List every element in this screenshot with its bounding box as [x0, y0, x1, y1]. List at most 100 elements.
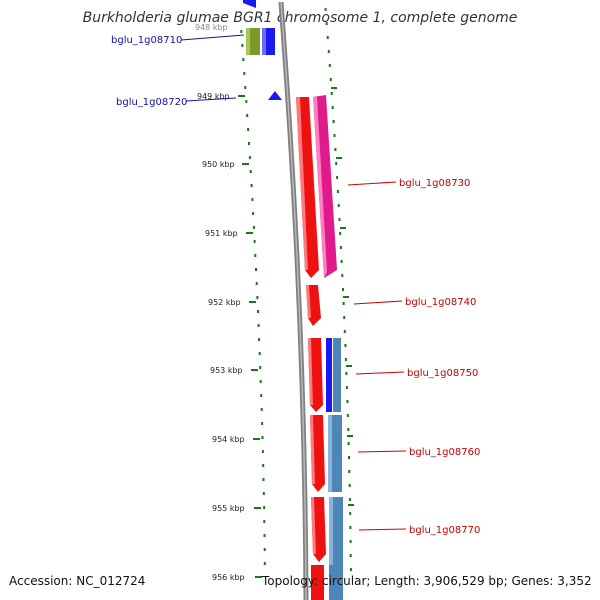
tick-dot [243, 72, 246, 75]
tick-dot [251, 198, 254, 201]
topology-text: Topology: circular; Length: 3,906,529 bp… [262, 574, 592, 588]
gene-feature-bglu_1g08760 [310, 415, 342, 492]
tick-dot [346, 400, 349, 403]
tick-dot [262, 492, 265, 495]
tick-dot [340, 260, 343, 263]
tick-dot [344, 358, 347, 361]
tick-dot [349, 512, 352, 515]
gene-feature-partial-bottom [311, 565, 343, 600]
scale-tick-label: 954 kbp [212, 435, 245, 444]
gene-label-bglu_1g08720[interactable]: bglu_1g08720 [116, 97, 237, 108]
tick-dot [349, 526, 352, 529]
tick-dot [333, 134, 336, 137]
gene-label-text[interactable]: bglu_1g08710 [111, 35, 182, 46]
tick-dot [258, 352, 261, 355]
scale-axis: 949 kbp 950 kbp 951 kbp 952 kbp 953 kbp … [197, 92, 262, 582]
tick-dot [327, 50, 330, 53]
tick-dot [341, 274, 344, 277]
scale-tick-label: 955 kbp [212, 504, 245, 513]
tick-dot [257, 324, 260, 327]
tick-dot [257, 310, 259, 313]
tick-dot [256, 296, 259, 299]
tick-dot [345, 372, 348, 375]
gene-feature-bglu_1g08750 [308, 338, 341, 412]
gene-label-text[interactable]: bglu_1g08760 [409, 447, 480, 458]
tick-dot [349, 540, 352, 543]
tick-dot [334, 148, 337, 151]
gene-feature-bglu_1g08770 [311, 497, 343, 565]
gene-feature-bglu_1g08740 [306, 285, 321, 326]
tick-dot [263, 534, 266, 537]
tick-dot [260, 408, 263, 411]
tick-dot [241, 44, 244, 47]
tick-dot [349, 568, 352, 571]
scale-tick-951: 951 kbp [205, 229, 253, 238]
scale-tick-label: 956 kbp [212, 573, 245, 582]
tick-dot [244, 86, 247, 89]
tick-dot [242, 58, 245, 61]
tick-dots-left [240, 30, 266, 565]
tick-dot [259, 366, 262, 369]
tick-dot [240, 30, 243, 33]
tick-dot [330, 92, 333, 95]
tick-dot [348, 484, 351, 487]
scale-tick-955: 955 kbp [212, 504, 261, 513]
tick-dot [248, 142, 250, 145]
gene-label-text[interactable]: bglu_1g08740 [405, 297, 476, 308]
tick-dot [262, 464, 265, 467]
tick-dot [263, 562, 266, 565]
tick-dot [249, 170, 252, 173]
tick-dot [339, 246, 342, 249]
tick-dot [246, 114, 249, 117]
scale-tick-label: 951 kbp [205, 229, 238, 238]
gene-label-bglu_1g08750[interactable]: bglu_1g08750 [355, 368, 478, 379]
scale-tick-952: 952 kbp [208, 298, 256, 307]
tick-dot [349, 554, 352, 557]
tick-dot [255, 268, 257, 271]
scale-label-partial: 948 kbp [195, 23, 228, 32]
gene-label-bglu_1g08740[interactable]: bglu_1g08740 [353, 297, 476, 308]
scale-tick-950: 950 kbp [202, 160, 249, 169]
gene-label-text[interactable]: bglu_1g08770 [409, 525, 480, 536]
tick-dot [348, 498, 351, 501]
scale-tick-label: 949 kbp [197, 92, 230, 101]
tick-dot [335, 162, 338, 165]
scale-tick-949: 949 kbp [197, 92, 245, 101]
tick-dot [343, 316, 346, 319]
tick-dot [339, 232, 342, 235]
tick-dot [263, 548, 266, 551]
tick-dot [252, 226, 255, 229]
gene-label-bglu_1g08710[interactable]: bglu_1g08710 [111, 34, 245, 46]
scale-tick-label: 950 kbp [202, 160, 235, 169]
tick-dot [247, 128, 250, 131]
tick-dot [258, 338, 261, 341]
tick-dot [328, 64, 331, 67]
scale-tick-label: 952 kbp [208, 298, 241, 307]
tick-dot [346, 414, 349, 417]
tick-dot [261, 436, 264, 439]
tick-dot [324, 8, 327, 11]
tick-dot [329, 78, 332, 81]
gene-label-bglu_1g08770[interactable]: bglu_1g08770 [358, 525, 480, 536]
tick-dots-right [324, 8, 352, 571]
tick-dot [260, 394, 263, 397]
tick-dot [248, 156, 251, 159]
tick-dot [331, 106, 334, 109]
accession-text: Accession: NC_012724 [9, 574, 146, 588]
tick-dot [332, 120, 335, 123]
gene-label-text[interactable]: bglu_1g08720 [116, 97, 187, 108]
gene-label-bglu_1g08730[interactable]: bglu_1g08730 [347, 178, 470, 189]
gene-feature-bglu_1g08710 [243, 0, 275, 55]
tick-dot [336, 176, 339, 179]
scale-tick-953: 953 kbp [210, 366, 258, 375]
gene-label-text[interactable]: bglu_1g08730 [399, 178, 470, 189]
tick-dot [261, 450, 264, 453]
tick-dot [325, 22, 328, 25]
tick-dot [344, 344, 347, 347]
tick-dot [345, 386, 348, 389]
gene-label-bglu_1g08760[interactable]: bglu_1g08760 [357, 447, 480, 458]
tick-dot [348, 470, 351, 473]
tick-dot [342, 302, 345, 305]
gene-label-text[interactable]: bglu_1g08750 [407, 368, 478, 379]
